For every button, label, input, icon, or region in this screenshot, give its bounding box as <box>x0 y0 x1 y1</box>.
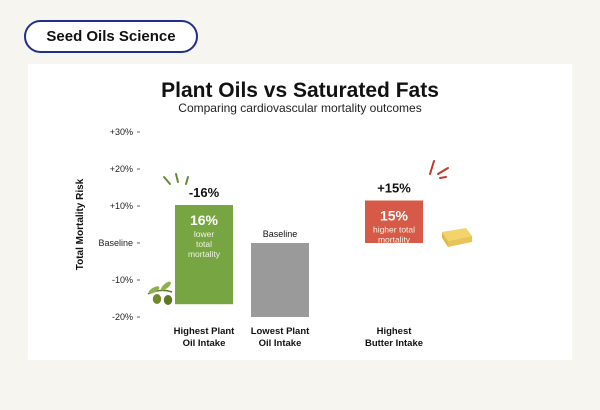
x-category-label: Lowest Plant <box>251 326 310 337</box>
y-axis-label: Total Mortality Risk <box>75 178 86 270</box>
y-tick-label: +20% <box>110 164 133 174</box>
y-tick-label: -10% <box>112 275 133 285</box>
accent-stroke <box>163 176 171 185</box>
accent-stroke <box>439 176 447 179</box>
olive-leaf-icon <box>161 281 171 291</box>
bar-value-label-1: 16% <box>190 212 219 228</box>
x-category-label: Butter Intake <box>365 338 423 349</box>
olive-icon <box>163 295 173 305</box>
bar-caption-line: lower <box>194 229 214 239</box>
bar-1 <box>175 205 233 305</box>
accent-stroke <box>429 160 435 175</box>
olive-leaf-icon <box>148 286 160 294</box>
y-tick-label: -20% <box>112 312 133 322</box>
chart-card: Plant Oils vs Saturated Fats Comparing c… <box>28 64 572 360</box>
y-tick-label: +30% <box>110 127 133 137</box>
bar-top-label-1: -16% <box>189 185 220 200</box>
bar-value-label-3: 15% <box>380 208 409 224</box>
bar-caption-line: higher total <box>373 225 415 235</box>
accent-stroke <box>185 176 189 185</box>
bar-caption-line: total <box>196 239 212 249</box>
bar-top-label-3: +15% <box>377 181 411 196</box>
x-category-label: Oil Intake <box>183 338 226 349</box>
bar-caption-line: mortality <box>188 249 221 259</box>
chart-subtitle: Comparing cardiovascular mortality outco… <box>178 101 422 115</box>
x-category-label: Highest <box>377 326 413 337</box>
category-badge-label: Seed Oils Science <box>46 28 176 45</box>
chart-svg: Total Mortality Risk +30% +20% +10% Baseline… <box>75 127 472 349</box>
accent-stroke <box>175 173 179 183</box>
y-tick-label: +10% <box>110 201 133 211</box>
category-badge: Seed Oils Science <box>24 20 198 53</box>
x-category-label: Oil Intake <box>259 338 302 349</box>
bar-3 <box>365 200 423 243</box>
y-tick-label: Baseline <box>98 238 133 248</box>
bar-top-label-2: Baseline <box>263 229 298 239</box>
accent-stroke <box>437 167 449 175</box>
butter-icon-side <box>442 232 448 247</box>
bar-caption-line: mortality <box>378 235 411 245</box>
olive-icon <box>152 294 162 304</box>
butter-icon-front <box>448 236 472 247</box>
bar-2 <box>251 243 309 317</box>
chart-title: Plant Oils vs Saturated Fats <box>161 79 439 102</box>
butter-icon <box>442 228 472 241</box>
x-category-label: Highest Plant <box>174 326 236 337</box>
